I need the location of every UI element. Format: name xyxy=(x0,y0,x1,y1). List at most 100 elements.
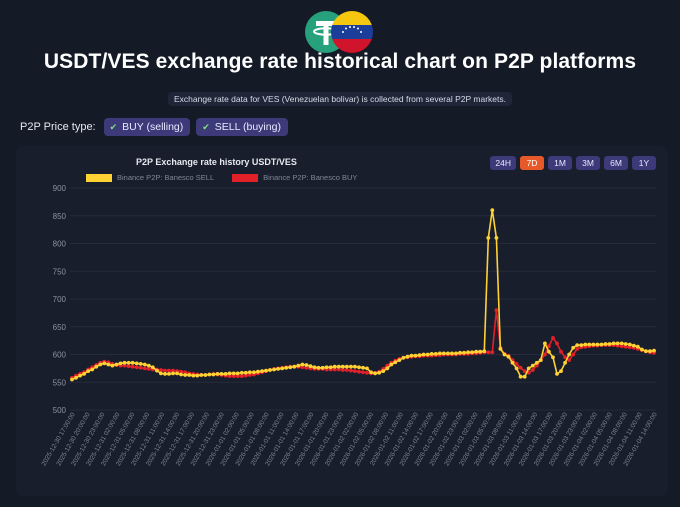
data-point-sell xyxy=(264,368,268,373)
sell-buying-toggle[interactable]: ✔ SELL (buying) xyxy=(196,118,288,136)
range-button-3m[interactable]: 3M xyxy=(576,156,600,170)
data-point-buy xyxy=(486,350,491,355)
data-point-buy xyxy=(571,352,576,357)
data-point-sell xyxy=(159,371,163,376)
y-tick-label: 600 xyxy=(53,351,67,360)
data-point-sell xyxy=(292,364,297,369)
data-point-buy xyxy=(623,344,628,349)
data-point-sell xyxy=(114,362,119,367)
data-point-buy xyxy=(522,369,527,373)
data-point-sell xyxy=(611,341,616,346)
data-point-buy xyxy=(547,344,551,349)
data-point-sell xyxy=(256,369,260,374)
chart-title: P2P Exchange rate history USDT/VES xyxy=(136,157,297,167)
data-point-sell xyxy=(413,353,418,358)
data-point-buy xyxy=(518,365,523,370)
data-point-sell xyxy=(385,366,390,371)
range-button-24h[interactable]: 24H xyxy=(490,156,516,170)
data-point-sell xyxy=(409,353,414,358)
data-point-sell xyxy=(514,366,519,371)
data-point-sell xyxy=(276,367,280,371)
data-point-sell xyxy=(595,342,600,347)
legend-label-buy: Binance P2P: Banesco BUY xyxy=(263,173,358,182)
data-point-sell xyxy=(450,351,454,356)
data-point-sell xyxy=(640,347,644,352)
check-icon: ✔ xyxy=(109,121,118,132)
range-selector: 24H 7D 1M 3M 6M 1Y xyxy=(490,156,656,170)
data-point-sell xyxy=(474,349,479,354)
data-point-buy xyxy=(534,363,539,368)
data-point-sell xyxy=(458,350,462,355)
data-point-sell xyxy=(441,351,446,356)
data-point-buy xyxy=(567,358,571,362)
data-point-sell xyxy=(195,373,200,378)
data-point-buy xyxy=(551,336,555,340)
data-point-sell xyxy=(252,370,256,375)
data-point-sell xyxy=(94,364,99,369)
buy-selling-label: BUY (selling) xyxy=(122,121,184,133)
data-point-sell xyxy=(547,349,551,354)
y-tick-label: 650 xyxy=(53,323,67,332)
data-point-sell xyxy=(510,360,515,365)
buy-selling-toggle[interactable]: ✔ BUY (selling) xyxy=(103,118,191,136)
y-tick-label: 700 xyxy=(53,295,67,304)
data-point-sell xyxy=(377,370,382,375)
legend-item-sell[interactable]: Binance P2P: Banesco SELL xyxy=(86,173,214,182)
data-point-buy xyxy=(353,369,357,373)
data-point-sell xyxy=(494,236,499,240)
data-point-sell xyxy=(70,377,74,382)
data-point-sell xyxy=(239,370,244,375)
data-point-sell xyxy=(518,374,523,379)
data-point-sell xyxy=(223,372,228,376)
data-point-sell xyxy=(175,371,180,376)
data-point-buy xyxy=(365,370,369,375)
data-point-sell xyxy=(478,349,483,354)
data-point-sell xyxy=(389,362,394,367)
legend-item-buy[interactable]: Binance P2P: Banesco BUY xyxy=(232,173,357,182)
range-button-1m[interactable]: 1M xyxy=(548,156,572,170)
data-point-sell xyxy=(575,343,580,347)
data-point-sell xyxy=(320,365,325,370)
data-point-buy xyxy=(134,365,139,370)
data-point-buy xyxy=(349,368,353,373)
data-point-sell xyxy=(284,365,289,370)
data-point-buy xyxy=(627,345,632,350)
data-point-buy xyxy=(167,368,171,373)
data-point-sell xyxy=(530,363,535,368)
data-point-buy xyxy=(231,374,236,378)
data-point-sell xyxy=(502,352,507,357)
data-point-sell xyxy=(417,353,422,357)
data-point-sell xyxy=(155,368,159,373)
data-point-sell xyxy=(268,368,272,372)
range-button-6m[interactable]: 6M xyxy=(604,156,628,170)
data-point-sell xyxy=(591,342,596,347)
data-point-sell xyxy=(506,354,511,359)
data-point-sell xyxy=(328,365,333,370)
data-point-sell xyxy=(130,360,135,365)
data-point-sell xyxy=(219,372,224,376)
data-point-sell xyxy=(421,352,426,357)
data-point-sell xyxy=(296,363,301,368)
data-point-sell xyxy=(538,358,543,362)
data-point-sell xyxy=(599,342,604,347)
data-point-sell xyxy=(199,373,204,377)
data-point-sell xyxy=(571,345,576,350)
data-point-sell xyxy=(235,371,240,376)
data-point-buy xyxy=(179,369,184,374)
data-point-sell xyxy=(482,349,487,354)
range-button-7d[interactable]: 7D xyxy=(520,156,544,170)
data-point-buy xyxy=(494,308,499,312)
data-point-sell xyxy=(437,351,442,356)
data-point-sell xyxy=(74,375,78,380)
data-point-sell xyxy=(373,371,377,376)
data-point-sell xyxy=(211,372,216,377)
tether-venezuela-logo xyxy=(305,11,373,53)
data-point-buy xyxy=(122,363,127,368)
data-point-sell xyxy=(433,352,438,356)
data-point-sell xyxy=(344,364,349,369)
chart-panel xyxy=(16,146,668,496)
range-button-1y[interactable]: 1Y xyxy=(632,156,656,170)
data-point-sell xyxy=(470,350,474,355)
y-tick-label: 500 xyxy=(53,406,67,415)
